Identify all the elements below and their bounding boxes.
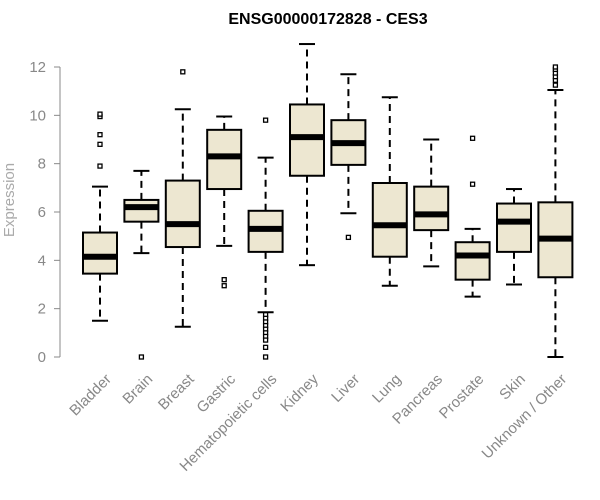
outlier-point (552, 82, 559, 88)
y-axis: 0 2 4 6 8 10 12 (29, 59, 61, 366)
y-tick-label: 8 (38, 156, 46, 173)
iqr-box (164, 179, 201, 249)
iqr-box (82, 231, 118, 275)
iqr-box (371, 182, 408, 258)
outlier-point (552, 64, 559, 70)
y-tick-label: 12 (29, 59, 46, 76)
box-kidney (289, 43, 325, 267)
outlier-point (138, 354, 145, 360)
box-breast (164, 69, 201, 328)
outlier-point (180, 69, 186, 75)
iqr-box (206, 128, 243, 191)
outlier-point (262, 337, 269, 343)
x-category-label: Liver (328, 371, 363, 406)
outlier-point (97, 132, 103, 138)
x-category-label: Lung (369, 371, 405, 407)
boxes-layer (82, 43, 574, 360)
y-tick-label: 6 (38, 204, 46, 221)
outlier-point (469, 181, 476, 187)
outlier-point (97, 141, 103, 147)
outlier-point (97, 163, 103, 169)
box-liver (330, 73, 367, 241)
iqr-box (289, 103, 325, 177)
iqr-box (123, 198, 160, 223)
outlier-point (469, 135, 476, 141)
box-lung (371, 96, 408, 287)
x-category-label: Bladder (66, 371, 115, 420)
x-category-label: Brain (119, 371, 156, 408)
outlier-point (97, 111, 103, 117)
box-unknown-other (537, 64, 574, 358)
y-tick-label: 2 (38, 301, 46, 318)
x-category-label: Breast (155, 370, 198, 413)
outlier-point (345, 234, 352, 241)
outlier-point (262, 354, 269, 360)
y-axis-title: Expression (1, 163, 18, 237)
box-brain (123, 169, 160, 360)
iqr-box (454, 241, 491, 281)
box-bladder (82, 111, 118, 322)
iqr-box (496, 202, 532, 253)
outlier-point (262, 344, 269, 350)
x-category-label: Prostate (436, 371, 488, 423)
box-gastric (206, 115, 243, 289)
iqr-box (413, 185, 450, 232)
x-category-label: Kidney (277, 370, 322, 415)
y-tick-label: 4 (38, 252, 46, 269)
chart-title: ENSG00000172828 - CES3 (228, 11, 427, 28)
outlier-point (262, 117, 269, 123)
x-category-label: Skin (496, 371, 529, 404)
outlier-point (221, 283, 227, 289)
box-skin (496, 188, 532, 286)
outlier-point (221, 277, 227, 283)
box-hematopoietic-cells (247, 117, 284, 360)
y-tick-label: 0 (38, 349, 46, 366)
box-pancreas (413, 138, 450, 268)
y-tick-label: 10 (29, 107, 46, 124)
box-prostate (454, 135, 491, 298)
